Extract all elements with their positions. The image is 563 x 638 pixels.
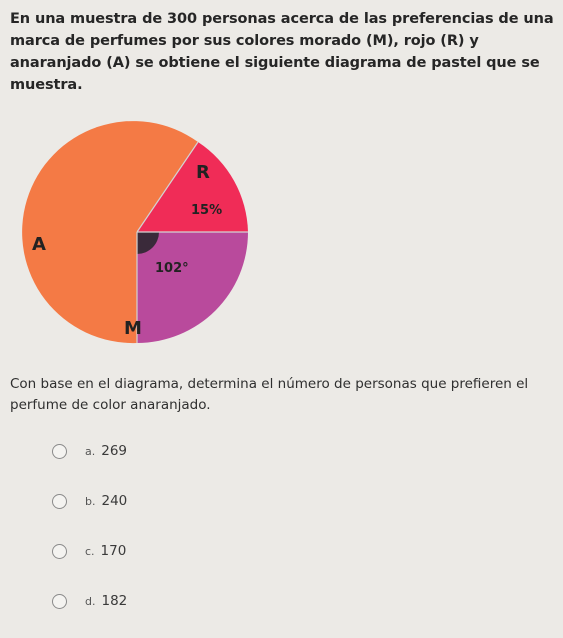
option-letter: d. (85, 594, 96, 608)
label-a: A (32, 234, 46, 255)
slice-r (137, 142, 248, 232)
radio-button[interactable] (52, 593, 67, 609)
option-d[interactable]: d. 182 (52, 588, 127, 614)
option-letter: a. (85, 444, 96, 458)
answer-options: a. 269 b. 240 c. 170 d. 182 (52, 438, 127, 638)
radio-button[interactable] (52, 443, 67, 459)
slice-m (137, 232, 248, 343)
label-m-value: 102° (155, 261, 189, 276)
right-angle-marker (137, 232, 159, 254)
option-c[interactable]: c. 170 (52, 538, 127, 564)
pie-chart: A R 15% 102° M (0, 110, 260, 350)
option-a[interactable]: a. 269 (52, 438, 127, 464)
label-m: M (124, 318, 142, 339)
option-b[interactable]: b. 240 (52, 488, 127, 514)
option-value: 170 (100, 543, 127, 559)
radio-button[interactable] (52, 493, 67, 509)
option-value: 240 (101, 493, 128, 509)
pie-chart-svg: A R 15% 102° M (22, 121, 248, 344)
slice-a (22, 121, 199, 344)
option-value: 182 (101, 593, 128, 609)
option-value: 269 (101, 443, 128, 459)
question-text: En una muestra de 300 personas acerca de… (10, 11, 554, 93)
option-letter: c. (85, 544, 95, 558)
label-r: R (196, 162, 210, 183)
label-r-value: 15% (191, 203, 222, 218)
prompt-text: Con base en el diagrama, determina el nú… (10, 376, 529, 413)
option-letter: b. (85, 494, 96, 508)
radio-button[interactable] (52, 543, 67, 559)
